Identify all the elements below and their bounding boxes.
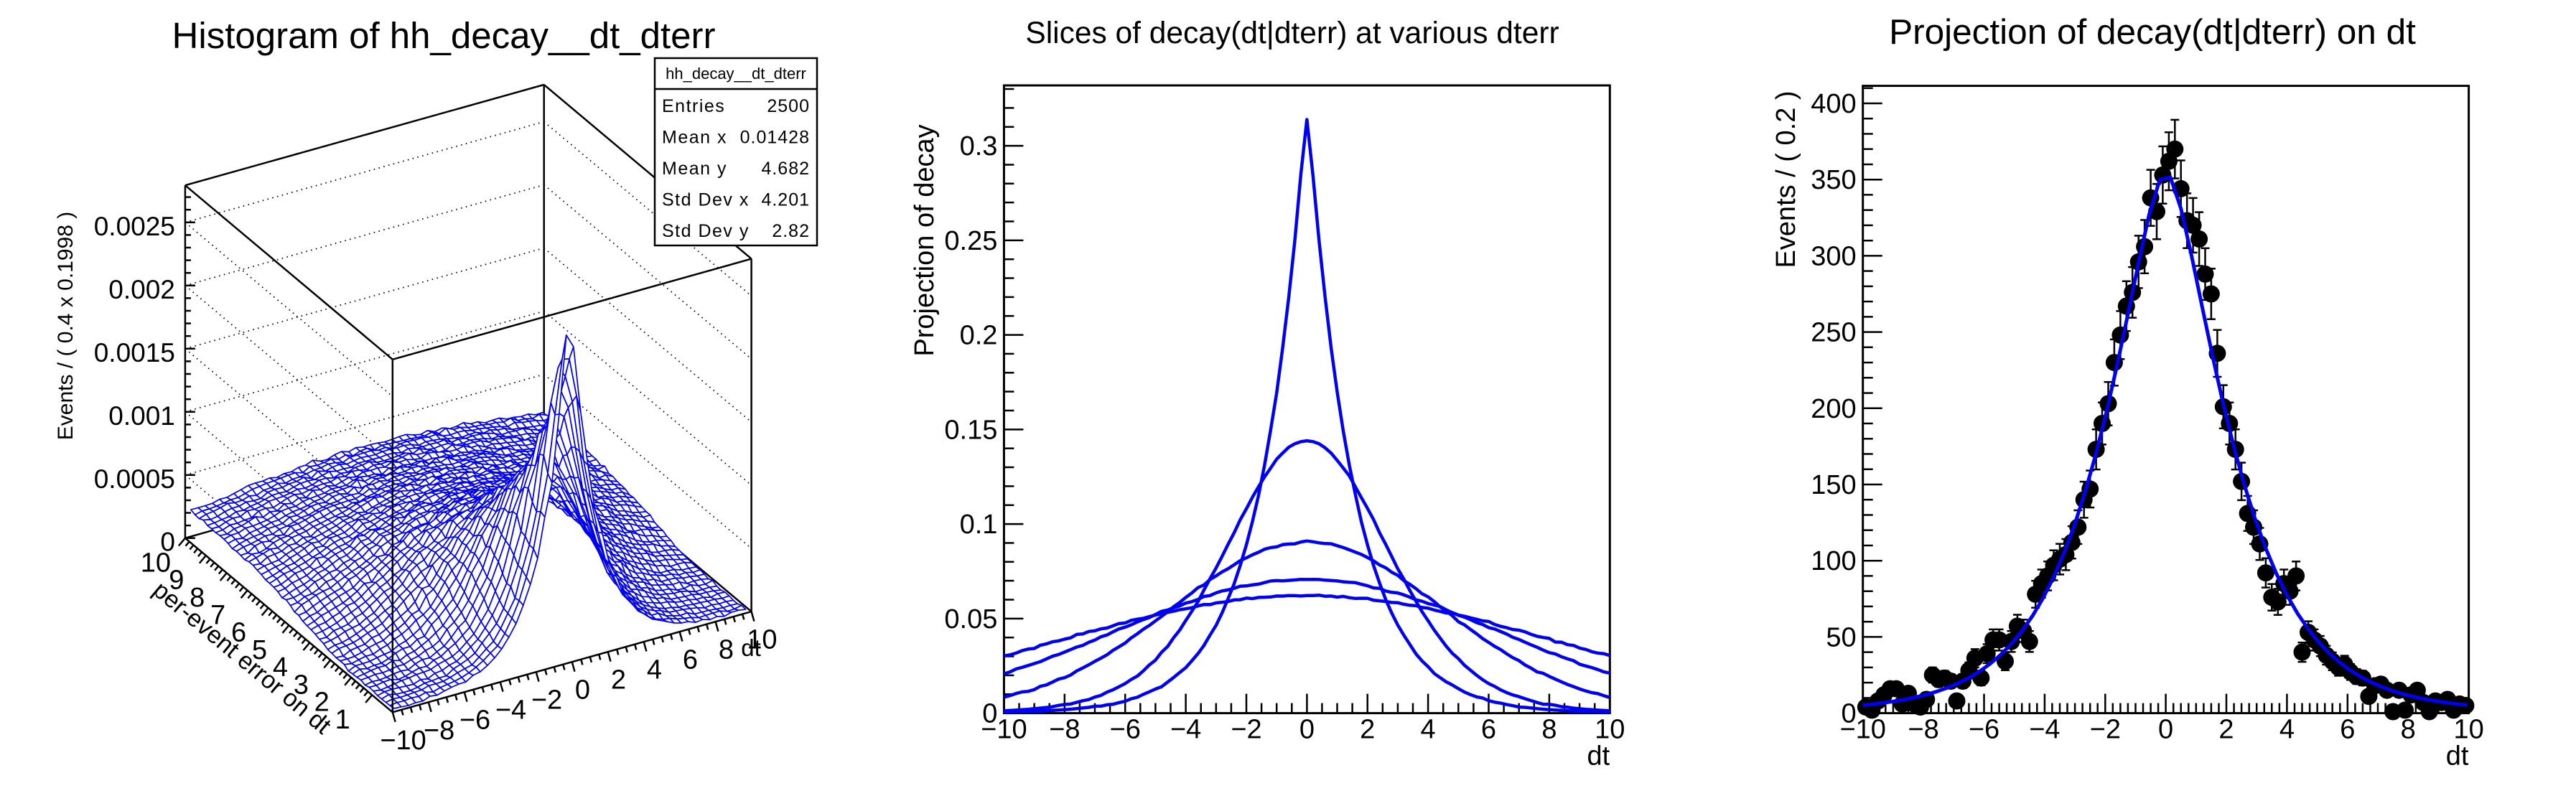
svg-text:5: 5 <box>252 635 267 665</box>
svg-text:400: 400 <box>1811 89 1856 119</box>
svg-text:4: 4 <box>647 655 662 685</box>
svg-text:Entries: Entries <box>662 96 725 116</box>
svg-text:0.2: 0.2 <box>960 321 998 351</box>
svg-text:250: 250 <box>1811 318 1856 348</box>
svg-text:6: 6 <box>683 645 698 675</box>
svg-text:0.15: 0.15 <box>944 415 997 445</box>
svg-text:300: 300 <box>1811 241 1856 271</box>
svg-text:10: 10 <box>1595 715 1625 745</box>
svg-text:2.82: 2.82 <box>772 221 810 241</box>
svg-text:0: 0 <box>575 675 590 706</box>
svg-text:−10: −10 <box>981 715 1027 745</box>
svg-text:10: 10 <box>2453 715 2483 745</box>
svg-text:−8: −8 <box>1908 715 1938 745</box>
svg-text:−4: −4 <box>2029 715 2060 745</box>
svg-text:2: 2 <box>2218 715 2234 745</box>
svg-text:8: 8 <box>719 635 734 665</box>
svg-text:0.01428: 0.01428 <box>740 128 810 148</box>
svg-text:3: 3 <box>294 670 309 700</box>
svg-text:0.001: 0.001 <box>108 401 175 431</box>
svg-text:−6: −6 <box>1969 715 1999 745</box>
svg-text:2: 2 <box>1360 715 1375 745</box>
svg-text:Projection of decay: Projection of decay <box>910 124 940 356</box>
svg-text:0: 0 <box>982 699 997 729</box>
svg-text:−10: −10 <box>1839 715 1885 745</box>
svg-text:Std Dev x: Std Dev x <box>662 190 750 210</box>
svg-text:9: 9 <box>169 566 184 596</box>
svg-text:4: 4 <box>2279 715 2295 745</box>
svg-text:0.05: 0.05 <box>944 604 997 634</box>
svg-text:4.682: 4.682 <box>761 159 810 179</box>
svg-text:Mean x: Mean x <box>662 128 727 148</box>
svg-text:350: 350 <box>1811 165 1856 195</box>
svg-text:Slices of decay(dt|dterr) at v: Slices of decay(dt|dterr) at various dte… <box>1025 17 1559 50</box>
svg-text:Projection of decay(dt|dterr): Projection of decay(dt|dterr) on dt <box>1889 12 2416 52</box>
svg-text:2: 2 <box>314 688 330 718</box>
svg-text:0.1: 0.1 <box>960 510 998 540</box>
svg-text:0: 0 <box>1299 715 1315 745</box>
svg-text:4: 4 <box>273 652 288 683</box>
svg-text:−10: −10 <box>380 726 426 756</box>
svg-text:−4: −4 <box>1170 715 1201 745</box>
svg-text:−6: −6 <box>459 706 490 736</box>
svg-text:100: 100 <box>1811 546 1856 576</box>
svg-text:8: 8 <box>1541 715 1557 745</box>
svg-text:8: 8 <box>190 583 205 613</box>
svg-text:Events / ( 0.2 ): Events / ( 0.2 ) <box>1771 90 1801 268</box>
svg-text:hh_decay__dt_dterr: hh_decay__dt_dterr <box>666 65 806 83</box>
svg-text:0: 0 <box>160 528 175 557</box>
svg-text:0.3: 0.3 <box>960 131 998 161</box>
svg-text:dt: dt <box>741 634 761 661</box>
svg-text:10: 10 <box>141 548 171 578</box>
svg-text:−8: −8 <box>424 716 454 746</box>
svg-text:dt: dt <box>2446 741 2469 772</box>
svg-text:0.0005: 0.0005 <box>94 464 175 494</box>
svg-text:6: 6 <box>1481 715 1496 745</box>
svg-text:Mean y: Mean y <box>662 159 727 179</box>
svg-text:4: 4 <box>1421 715 1436 745</box>
svg-text:Histogram of hh_decay__dt_dter: Histogram of hh_decay__dt_dterr <box>172 15 716 56</box>
svg-text:0: 0 <box>1842 699 1857 729</box>
svg-text:4.201: 4.201 <box>761 190 810 210</box>
svg-text:−4: −4 <box>495 695 526 726</box>
svg-text:2: 2 <box>611 665 626 695</box>
svg-text:Events / ( 0.4 x 0.1998 ): Events / ( 0.4 x 0.1998 ) <box>54 212 78 441</box>
svg-text:0.002: 0.002 <box>108 275 175 304</box>
svg-text:−2: −2 <box>531 685 562 716</box>
svg-text:dt: dt <box>1587 741 1610 772</box>
svg-text:−2: −2 <box>2090 715 2121 745</box>
svg-text:−8: −8 <box>1049 715 1080 745</box>
svg-text:Std Dev y: Std Dev y <box>662 221 750 241</box>
svg-text:0: 0 <box>2158 715 2173 745</box>
svg-text:2500: 2500 <box>767 96 810 116</box>
svg-text:1: 1 <box>335 705 350 735</box>
svg-text:−6: −6 <box>1110 715 1141 745</box>
svg-text:−2: −2 <box>1231 715 1261 745</box>
svg-text:6: 6 <box>2340 715 2355 745</box>
svg-text:7: 7 <box>210 600 225 630</box>
svg-text:0.25: 0.25 <box>944 226 997 256</box>
svg-text:0.0015: 0.0015 <box>94 338 175 367</box>
svg-text:6: 6 <box>231 618 246 648</box>
svg-text:200: 200 <box>1811 394 1856 424</box>
svg-text:10: 10 <box>747 625 777 655</box>
svg-text:150: 150 <box>1811 470 1856 500</box>
svg-text:50: 50 <box>1826 622 1856 652</box>
svg-text:0.0025: 0.0025 <box>94 212 175 241</box>
svg-text:8: 8 <box>2401 715 2416 745</box>
